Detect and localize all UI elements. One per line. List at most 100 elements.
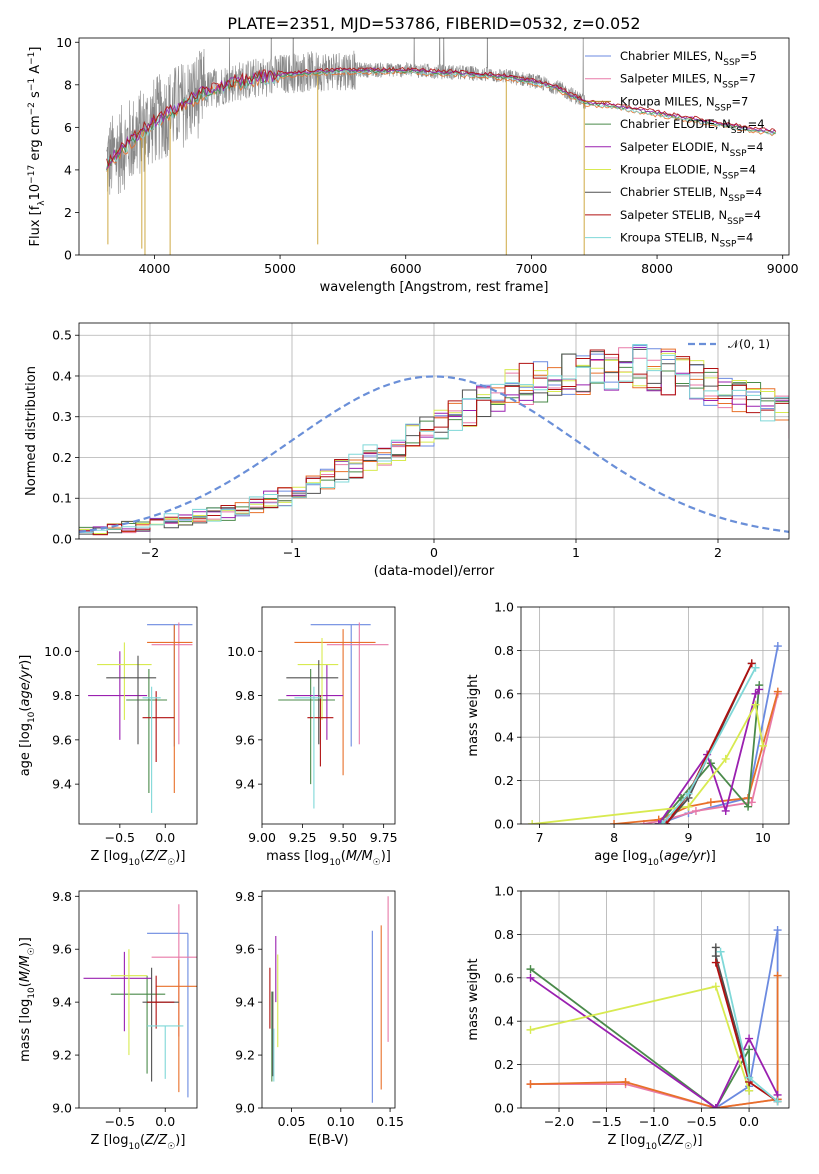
- plot-area: [106, 38, 777, 255]
- normal-curve: [79, 375, 789, 533]
- label-part: SSP: [728, 194, 745, 204]
- weight-marker: [721, 754, 730, 763]
- label-part: mass weight: [466, 958, 481, 1040]
- y-axis-label: mass weight: [466, 958, 481, 1040]
- x-tick-label: −0.5: [105, 1114, 135, 1129]
- label-part: (: [18, 982, 33, 987]
- weight-marker: [662, 820, 671, 824]
- label-part: −2: [27, 102, 37, 115]
- label-part: )]: [18, 655, 33, 665]
- massweight-vs-metallicity-panel: −2.0 −1.5 −1.0 −0.5 0.0 0.0 0.2 0.4 0.6 0.8 1.0 Z […: [466, 884, 790, 1152]
- histogram-step: [79, 349, 789, 536]
- label-part: )]: [706, 849, 716, 864]
- spectrum-panel: 4000 5000 6000 7000 8000 9000 0 2 4 6 8 10 wavelengt…: [27, 35, 799, 295]
- label-part: Normed distribution: [24, 366, 39, 496]
- histogram-step: [79, 353, 789, 535]
- x-tick-label: 9000: [767, 261, 799, 276]
- x-tick-label: 7: [536, 830, 544, 845]
- label-part: A: [28, 65, 43, 78]
- label-part: Salpeter STELIB, N: [620, 208, 727, 222]
- label-part: Flux [f: [28, 205, 43, 246]
- label-part: 10: [645, 1142, 657, 1152]
- label-part: SSP: [731, 126, 748, 136]
- label-part: −1: [27, 52, 37, 65]
- x-axis-label: Z [log10(Z/Z☉)]: [91, 849, 186, 868]
- label-part: )]: [381, 849, 391, 864]
- weight-marker: [745, 1045, 754, 1054]
- histogram-step: [79, 343, 789, 533]
- legend-label: Kroupa MILES, NSSP=7: [620, 94, 748, 113]
- y-tick-label: 9.8: [52, 688, 72, 703]
- histogram-step: [79, 352, 789, 534]
- weight-marker: [773, 926, 782, 935]
- weight-line: [529, 977, 779, 1108]
- y-tick-label: 4: [64, 162, 72, 177]
- label-part: Z [log: [91, 1133, 129, 1148]
- y-tick-label: 1.0: [494, 884, 514, 899]
- x-axis-label: mass [log10(M/M☉)]: [266, 849, 391, 868]
- y-tick-label: 9.8: [235, 688, 255, 703]
- weight-marker: [758, 741, 767, 750]
- weight-marker: [711, 1104, 720, 1108]
- y-tick-label: 9.6: [235, 732, 255, 747]
- label-part: Kroupa ELODIE, N: [620, 163, 722, 177]
- y-tick-label: 0.6: [494, 970, 514, 985]
- label-part: age/yr: [664, 849, 707, 864]
- legend-label: Chabrier STELIB, NSSP=4: [620, 185, 762, 204]
- x-tick-label: −1: [283, 545, 301, 560]
- plot-area: [278, 622, 389, 809]
- x-tick-label: 0: [430, 545, 438, 560]
- weight-marker: [654, 820, 663, 824]
- axes-layer: 4000 5000 6000 7000 8000 9000 0 2 4 6 8 10 wavelengt…: [27, 35, 799, 295]
- plot-area: [88, 622, 193, 813]
- y-tick-label: 0.0: [494, 1101, 514, 1116]
- x-tick-label: 2: [714, 545, 722, 560]
- axes-frame: [520, 606, 790, 825]
- label-part: =4: [744, 208, 761, 222]
- label-part: (: [140, 1133, 145, 1148]
- label-part: SSP: [722, 172, 739, 182]
- label-part: age/yr: [18, 663, 33, 706]
- weight-marker: [745, 1034, 754, 1043]
- label-part: SSP: [722, 81, 739, 91]
- x-tick-label: 9.00: [248, 830, 276, 845]
- legend-label: Kroupa STELIB, NSSP=4: [620, 231, 753, 250]
- label-part: M/M: [346, 849, 373, 864]
- y-tick-label: 9.6: [52, 732, 72, 747]
- label-part: =7: [731, 94, 748, 108]
- label-part: Z/Z: [144, 1133, 168, 1148]
- axes-layer: −2.0 −1.5 −1.0 −0.5 0.0 0.0 0.2 0.4 0.6 0.8 1.0 Z […: [466, 884, 790, 1152]
- x-axis-label: E(B-V): [308, 1133, 348, 1148]
- label-part: ]: [28, 47, 43, 52]
- y-tick-label: 9.0: [235, 1101, 255, 1116]
- y-axis-label: age [log10(age/yr)]: [18, 655, 37, 777]
- weight-marker: [706, 798, 715, 807]
- label-part: )]: [692, 1133, 702, 1148]
- label-part: s: [28, 91, 43, 102]
- model-spectrum: [106, 71, 776, 172]
- weight-marker: [751, 689, 760, 698]
- weight-marker: [711, 943, 720, 952]
- label-part: =4: [739, 163, 756, 177]
- weight-marker: [711, 982, 720, 991]
- weight-marker: [751, 700, 760, 709]
- y-tick-label: 6: [64, 120, 72, 135]
- y-tick-label: 9.4: [52, 777, 72, 792]
- x-tick-label: 8: [610, 830, 618, 845]
- weight-marker: [526, 1025, 535, 1034]
- y-tick-label: 0.8: [494, 927, 514, 942]
- weight-marker: [526, 965, 535, 974]
- weight-line: [530, 985, 750, 1091]
- label-part: λ: [37, 200, 47, 206]
- axes-layer: −2 −1 0 1 2 0.0 0.1 0.2 0.3 0.4 0.5 𝒩(0, 1) (data-mo…: [24, 322, 790, 579]
- label-part: )]: [175, 849, 185, 864]
- plot-area: [526, 926, 782, 1108]
- weight-marker: [773, 642, 782, 651]
- weight-line: [530, 975, 779, 1108]
- mass-vs-ebv-panel: 0.05 0.10 0.15 9.0 9.2 9.4 9.6 9.8 E(B-V): [235, 889, 404, 1148]
- axes-frame: [261, 606, 396, 825]
- label-part: Z [log: [91, 849, 129, 864]
- y-tick-label: 9.4: [52, 995, 72, 1010]
